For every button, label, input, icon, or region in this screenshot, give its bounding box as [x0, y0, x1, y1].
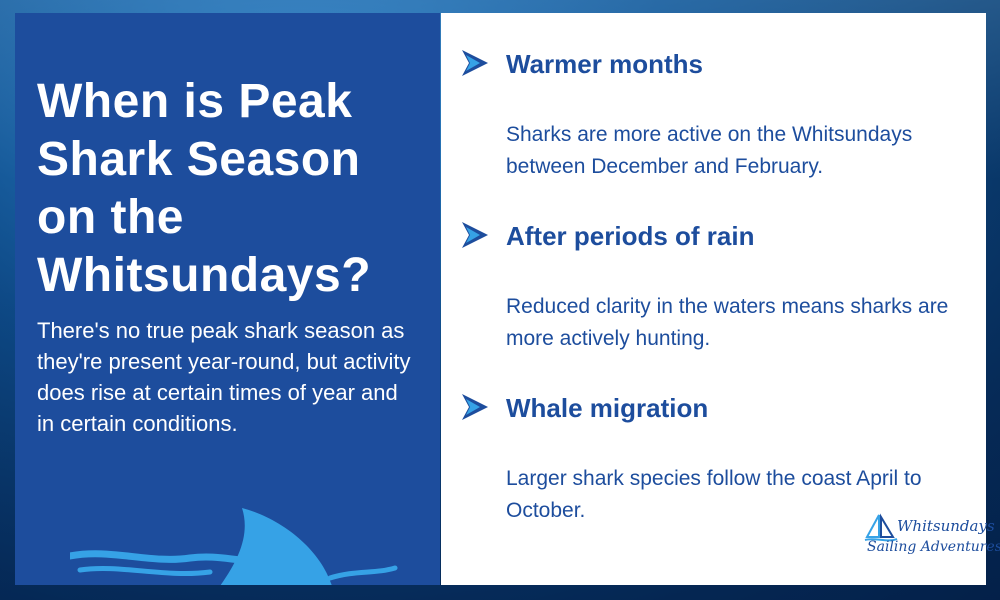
- arrow-right-icon: [462, 394, 488, 420]
- sailboat-icon: [864, 513, 898, 542]
- page-title: When is Peak Shark Season on the Whitsun…: [37, 75, 372, 302]
- left-panel: When is Peak Shark Season on the Whitsun…: [15, 13, 440, 585]
- logo-text-line2: Sailing Adventures: [867, 539, 1000, 555]
- item-title: Whale migration: [506, 393, 709, 423]
- item-description: Reduced clarity in the waters means shar…: [506, 295, 949, 350]
- right-panel: Warmer months Sharks are more active on …: [441, 13, 1000, 585]
- item-description: Sharks are more active on the Whitsunday…: [506, 123, 913, 178]
- item-description: Larger shark species follow the coast Ap…: [506, 467, 922, 522]
- item-title: After periods of rain: [506, 221, 755, 251]
- intro-text: There's no true peak shark season as the…: [37, 318, 411, 436]
- logo-text-line1: Whitsundays: [897, 517, 995, 535]
- arrow-right-icon: [462, 50, 488, 76]
- arrow-right-icon: [462, 222, 488, 248]
- item-title: Warmer months: [506, 49, 703, 79]
- shark-fin-icon: [70, 508, 398, 585]
- logo: Whitsundays Sailing Adventures: [863, 513, 1000, 575]
